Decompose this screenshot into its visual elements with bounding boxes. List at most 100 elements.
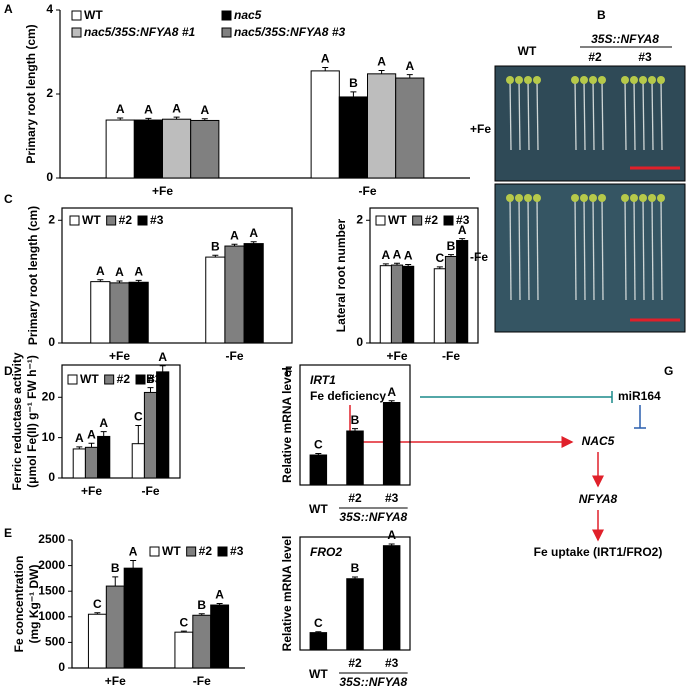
group-label: 35S::NFYA8	[339, 675, 407, 689]
x-tick-label: +Fe	[386, 349, 407, 363]
y-axis-label: Fe concentration	[12, 556, 26, 653]
leaf	[580, 194, 588, 202]
legend-label: nac5/35S:NFYA8 #1	[84, 25, 195, 39]
root	[509, 197, 512, 301]
bar	[133, 119, 163, 179]
y-axis-label: Primary root length (cm)	[26, 206, 40, 345]
row-label: +Fe	[470, 122, 491, 136]
error-bar	[388, 543, 395, 546]
y-tick-label: 0	[48, 335, 55, 349]
error-bar	[159, 365, 166, 372]
group-label: 35S::NFYA8	[339, 510, 407, 524]
y-tick-label: 500	[45, 635, 65, 649]
y-tick-label: 2000	[38, 558, 65, 572]
legend-swatch	[443, 215, 454, 226]
error-bar	[315, 453, 322, 455]
leaf	[621, 194, 629, 202]
significance-letter: A	[321, 52, 330, 66]
root	[518, 79, 521, 151]
leaf	[524, 194, 532, 202]
significance-letter: A	[116, 102, 125, 116]
x-tick-label: +Fe	[109, 349, 130, 363]
significance-letter: A	[405, 59, 414, 73]
y-axis-label: (μmol Fe(II) g⁻¹ FW h⁻¹)	[25, 355, 39, 488]
significance-letter: A	[377, 55, 386, 69]
bar	[143, 391, 158, 479]
root	[592, 197, 595, 301]
plot-frame	[369, 207, 479, 344]
inhibit	[420, 391, 613, 403]
error-bar	[459, 238, 466, 241]
root	[527, 197, 530, 301]
y-axis-label: Primary root length (cm)	[24, 24, 38, 163]
bar	[90, 281, 111, 344]
root	[601, 79, 604, 151]
x-tick-label: -Fe	[226, 349, 244, 363]
bar	[243, 243, 264, 344]
legend-swatch	[135, 374, 146, 385]
x-tick-label: #3	[385, 491, 399, 505]
significance-letter: B	[351, 561, 360, 575]
annotation: IRT1	[310, 373, 336, 387]
root	[536, 197, 539, 301]
significance-letter: B	[197, 598, 206, 612]
leaf	[533, 194, 541, 202]
error-bar	[216, 602, 223, 606]
x-tick-label: -Fe	[193, 674, 211, 688]
legend-swatch	[149, 546, 160, 557]
panel-letter: A	[4, 2, 13, 16]
bar	[87, 613, 107, 669]
x-tick-label: WT	[309, 667, 328, 681]
significance-letter: B	[211, 239, 220, 253]
leaf	[639, 76, 647, 84]
error-bar	[117, 117, 124, 121]
legend-swatch	[67, 374, 78, 385]
y-tick-label: 2	[46, 86, 53, 100]
error-bar	[406, 74, 413, 79]
significance-letter: A	[458, 223, 467, 237]
bar	[72, 448, 86, 479]
panel-letter: E	[4, 526, 12, 540]
bar	[346, 578, 364, 651]
significance-letter: A	[134, 265, 143, 279]
bar	[433, 268, 446, 344]
legend-swatch	[221, 27, 232, 38]
plot-frame	[61, 207, 293, 344]
bar	[310, 70, 340, 179]
bar	[162, 118, 192, 179]
leaf	[515, 76, 523, 84]
leaf	[524, 76, 532, 84]
x-tick-label: #3	[385, 656, 399, 670]
error-bar	[135, 425, 142, 444]
bar	[224, 245, 245, 344]
bar	[105, 119, 135, 179]
x-tick-label: +Fe	[81, 484, 102, 498]
bar	[309, 454, 328, 486]
error-bar	[382, 263, 389, 266]
root	[518, 197, 521, 301]
root	[624, 197, 627, 301]
significance-letter: A	[87, 427, 96, 441]
root	[660, 79, 663, 151]
y-tick-label: 0	[356, 335, 363, 349]
bar	[190, 119, 220, 179]
legend-swatch	[375, 215, 386, 226]
error-bar	[97, 279, 104, 282]
significance-letter: A	[382, 248, 391, 262]
node: NFYA8	[579, 492, 618, 506]
leaf	[630, 76, 638, 84]
root	[592, 79, 595, 151]
bar	[309, 632, 328, 651]
error-bar	[394, 262, 400, 266]
legend-label: #2	[425, 213, 439, 227]
node: NAC5	[582, 434, 615, 448]
photo-minus-fe	[494, 183, 686, 333]
significance-letter: A	[404, 249, 413, 263]
bar	[210, 604, 230, 669]
leaf	[506, 76, 514, 84]
error-bar	[76, 446, 83, 449]
significance-letter: A	[75, 431, 84, 445]
error-bar	[436, 266, 443, 269]
significance-letter: A	[249, 226, 258, 240]
